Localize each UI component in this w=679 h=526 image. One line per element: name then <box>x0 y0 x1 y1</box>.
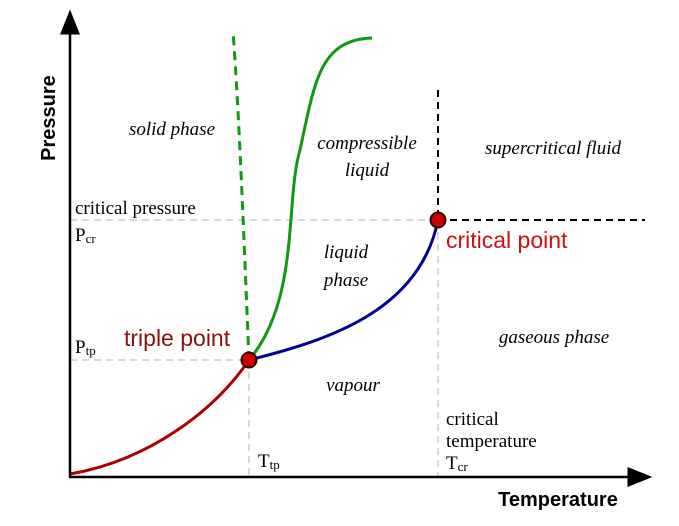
melting-curve-anomalous <box>231 31 251 361</box>
critical-temperature-label-2: temperature <box>446 431 537 452</box>
t-tp-label: Ttp <box>258 451 280 472</box>
melting-curve <box>247 36 373 361</box>
x-axis-label: Temperature <box>498 489 618 511</box>
p-cr-label: Pcr <box>75 225 96 246</box>
critical-point-label: critical point <box>446 227 568 253</box>
p-tp-label: Ptp <box>75 337 96 358</box>
critical-temperature-label-1: critical <box>446 409 499 430</box>
triple-point-label: triple point <box>124 325 231 351</box>
y-axis-label: Pressure <box>38 75 60 161</box>
t-cr-label: Tcr <box>446 453 468 474</box>
vaporization-curve <box>248 219 440 362</box>
gaseous-phase-label: gaseous phase <box>499 327 609 348</box>
critical-pressure-label: critical pressure <box>75 198 196 219</box>
sublimation-curve <box>69 359 251 476</box>
supercritical-fluid-label: supercritical fluid <box>485 138 621 159</box>
liquid-phase-label-2: phase <box>322 270 368 291</box>
triple-point-marker <box>240 351 258 369</box>
critical-point-marker <box>429 211 447 229</box>
solid-phase-label: solid phase <box>129 119 215 140</box>
liquid-phase-label-1: liquid <box>324 242 369 263</box>
compressible-liquid-label-2: liquid <box>345 160 390 181</box>
vapour-label: vapour <box>326 375 380 396</box>
compressible-liquid-label-1: compressible <box>317 133 417 154</box>
